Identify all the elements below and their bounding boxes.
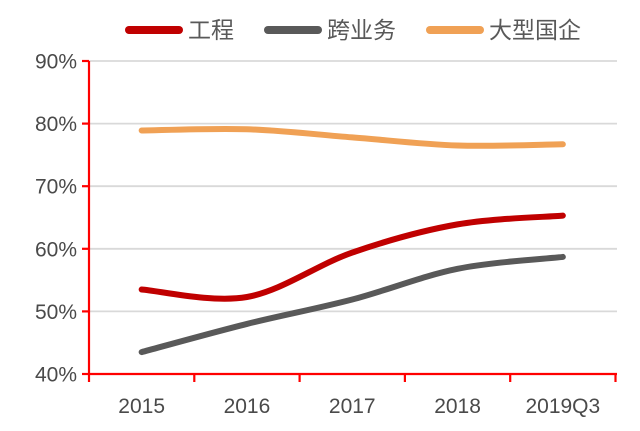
series-line-engineering: [138, 212, 566, 302]
legend-item-large-soe: 大型国企: [426, 16, 581, 43]
x-tick-label: 2015: [118, 395, 165, 418]
series-line-cross-business: [138, 253, 566, 356]
x-tick-label: 2019Q3: [525, 395, 600, 418]
legend-label-cross-business: 跨业务: [327, 16, 396, 43]
y-tick-label: 80%: [35, 113, 77, 136]
y-tick-label: 50%: [35, 301, 77, 324]
y-tick-label: 60%: [35, 238, 77, 261]
legend-item-engineering: 工程: [125, 16, 234, 43]
y-tick-label: 40%: [35, 364, 77, 387]
y-tick-label: 90%: [35, 51, 77, 74]
x-tick-label: 2016: [224, 395, 271, 418]
legend-label-large-soe: 大型国企: [489, 16, 581, 43]
legend-swatch-large-soe: [426, 26, 484, 34]
x-tick-label: 2018: [434, 395, 481, 418]
chart-legend: 工程 跨业务 大型国企: [89, 12, 617, 48]
legend-swatch-engineering: [125, 26, 183, 34]
y-tick-label: 70%: [35, 176, 77, 199]
legend-item-cross-business: 跨业务: [264, 16, 396, 43]
x-tick-label: 2017: [329, 395, 376, 418]
series-line-large-soe: [138, 125, 566, 149]
legend-swatch-cross-business: [264, 26, 322, 34]
legend-label-engineering: 工程: [188, 16, 234, 43]
